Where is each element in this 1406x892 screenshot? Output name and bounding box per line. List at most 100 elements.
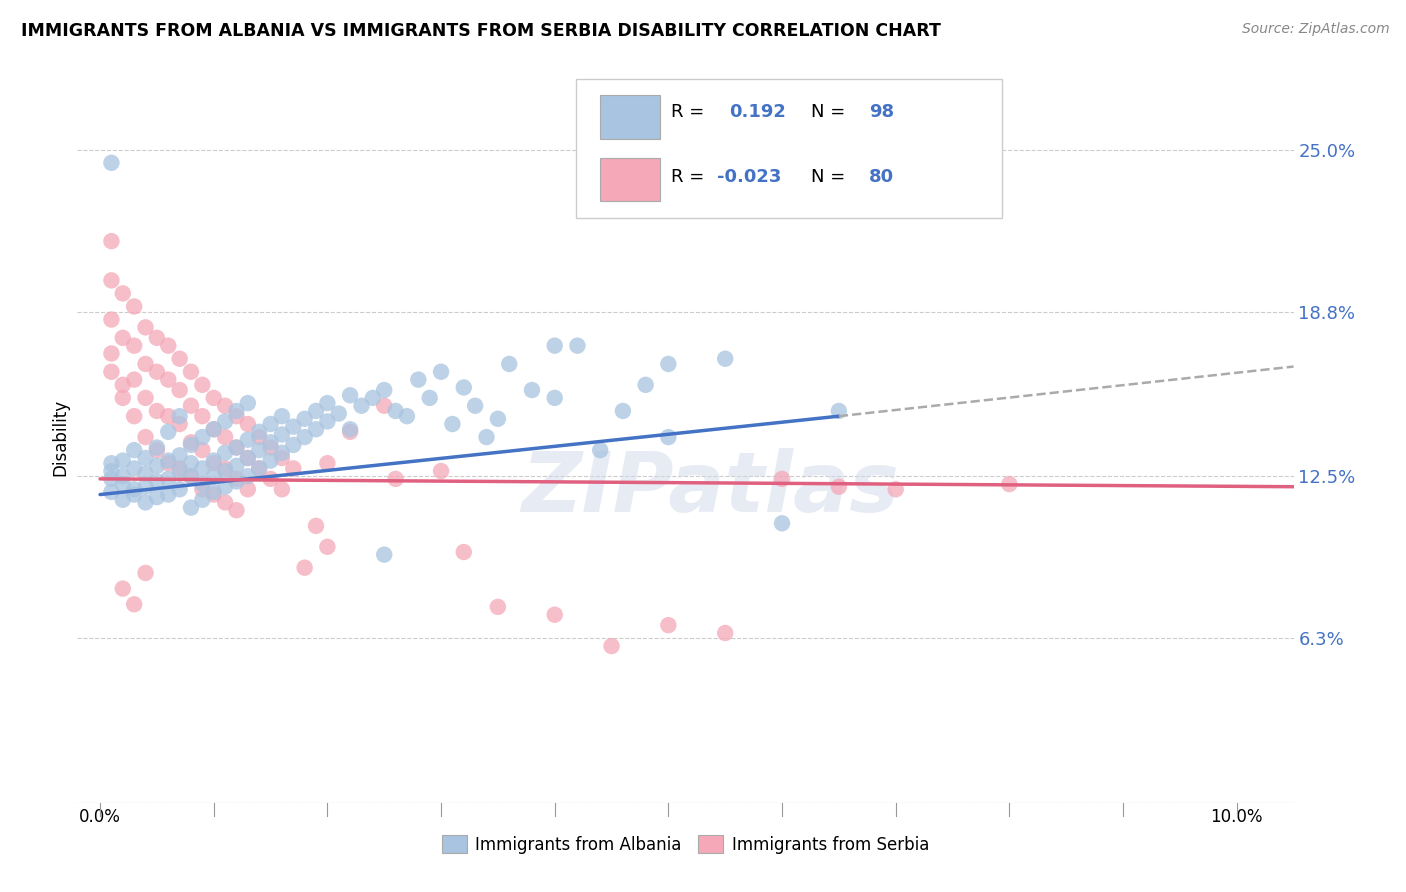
Point xyxy=(214,430,236,444)
Point xyxy=(339,422,361,436)
Point xyxy=(157,472,180,486)
Point xyxy=(191,409,214,424)
Point xyxy=(634,377,657,392)
Point xyxy=(169,464,191,478)
Point xyxy=(169,448,191,462)
Point xyxy=(135,320,157,334)
Point xyxy=(225,409,247,424)
Point xyxy=(157,456,180,470)
Point xyxy=(135,566,157,580)
Text: R =: R = xyxy=(671,103,710,120)
Point xyxy=(657,430,679,444)
FancyBboxPatch shape xyxy=(576,78,1001,218)
Point xyxy=(714,626,737,640)
Point xyxy=(146,490,169,504)
Point xyxy=(135,495,157,509)
Point xyxy=(247,461,270,475)
Text: R =: R = xyxy=(671,169,710,186)
Point xyxy=(157,339,180,353)
Point xyxy=(100,464,122,478)
Point xyxy=(225,458,247,473)
Point xyxy=(169,417,191,431)
Point xyxy=(520,383,543,397)
Point xyxy=(395,409,418,424)
Point xyxy=(111,331,134,345)
Point xyxy=(146,458,169,473)
Point xyxy=(305,519,328,533)
Point xyxy=(828,404,851,418)
Point xyxy=(328,407,350,421)
Point xyxy=(100,273,122,287)
Point xyxy=(146,331,169,345)
Point xyxy=(191,443,214,458)
Point xyxy=(135,391,157,405)
Point xyxy=(247,443,270,458)
Point xyxy=(453,380,475,394)
Point xyxy=(180,469,202,483)
Point xyxy=(225,441,247,455)
Point xyxy=(475,430,498,444)
Point xyxy=(122,300,145,314)
Point xyxy=(202,485,225,500)
Point xyxy=(169,351,191,366)
Point xyxy=(247,430,270,444)
Point xyxy=(202,422,225,436)
Point xyxy=(180,435,202,450)
Point xyxy=(770,472,793,486)
Point xyxy=(600,639,623,653)
Point xyxy=(567,339,589,353)
Point xyxy=(180,456,202,470)
Point xyxy=(259,417,281,431)
Point xyxy=(430,464,453,478)
Point xyxy=(157,487,180,501)
Point xyxy=(111,286,134,301)
Point xyxy=(464,399,486,413)
Point xyxy=(294,560,316,574)
Point xyxy=(191,477,214,491)
Point xyxy=(180,399,202,413)
Point xyxy=(135,480,157,494)
Point xyxy=(236,469,259,483)
Y-axis label: Disability: Disability xyxy=(51,399,69,475)
Point xyxy=(441,417,464,431)
Point xyxy=(214,464,236,478)
Point xyxy=(111,582,134,596)
Point xyxy=(339,388,361,402)
Point xyxy=(169,409,191,424)
Point xyxy=(111,453,134,467)
Point xyxy=(271,483,294,497)
Point xyxy=(373,548,395,562)
Point xyxy=(202,453,225,467)
Point xyxy=(236,417,259,431)
Point xyxy=(146,475,169,489)
Point xyxy=(271,446,294,460)
Point xyxy=(100,312,122,326)
Point xyxy=(373,399,395,413)
Point xyxy=(180,500,202,515)
Point xyxy=(100,346,122,360)
Point xyxy=(247,461,270,475)
FancyBboxPatch shape xyxy=(600,158,659,201)
Point xyxy=(294,430,316,444)
Point xyxy=(714,351,737,366)
Point xyxy=(191,483,214,497)
Point xyxy=(157,453,180,467)
Point xyxy=(111,477,134,491)
Point xyxy=(225,503,247,517)
Point xyxy=(384,404,406,418)
Point xyxy=(770,516,793,531)
Point xyxy=(214,446,236,460)
Point xyxy=(225,472,247,486)
Point xyxy=(122,597,145,611)
Point xyxy=(271,409,294,424)
Text: IMMIGRANTS FROM ALBANIA VS IMMIGRANTS FROM SERBIA DISABILITY CORRELATION CHART: IMMIGRANTS FROM ALBANIA VS IMMIGRANTS FR… xyxy=(21,22,941,40)
Point xyxy=(202,469,225,483)
Point xyxy=(236,483,259,497)
Point xyxy=(361,391,384,405)
Point xyxy=(350,399,373,413)
Point xyxy=(191,492,214,507)
Point xyxy=(544,391,567,405)
Point xyxy=(100,485,122,500)
Point xyxy=(998,477,1021,491)
Text: N =: N = xyxy=(811,169,851,186)
